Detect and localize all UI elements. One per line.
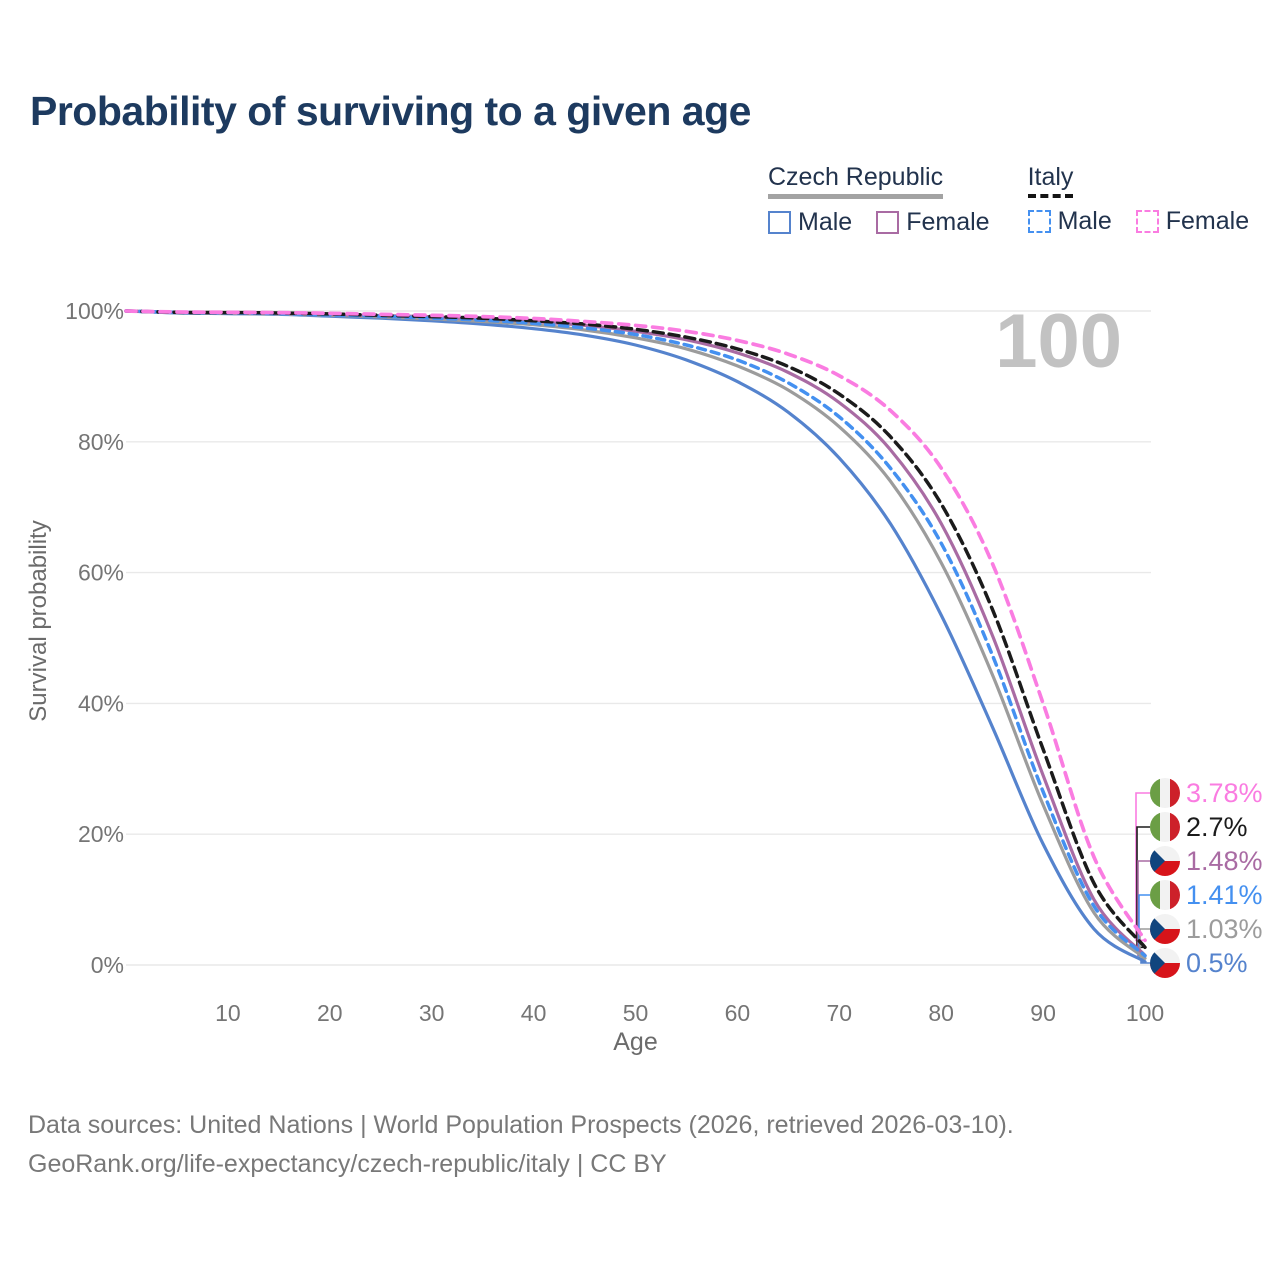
italy-flag-icon bbox=[1150, 778, 1180, 808]
x-tick-label: 40 bbox=[521, 1000, 547, 1026]
italy-flag-icon bbox=[1150, 812, 1180, 842]
legend-item-label: Male bbox=[1057, 207, 1112, 235]
y-tick-label: 80% bbox=[78, 429, 124, 455]
czech-flag-icon bbox=[1150, 914, 1180, 944]
y-tick-label: 60% bbox=[78, 560, 124, 586]
page-title: Probability of surviving to a given age bbox=[30, 88, 751, 134]
series-line-it-total[interactable] bbox=[124, 309, 1147, 950]
y-tick-label: 100% bbox=[65, 298, 124, 324]
end-label-it-male: 1.41% bbox=[1186, 880, 1263, 910]
data-sources-line2: GeoRank.org/life-expectancy/czech-republ… bbox=[28, 1150, 667, 1178]
czech-male-swatch-icon bbox=[768, 211, 791, 234]
legend-item-italy-female[interactable]: Female bbox=[1135, 207, 1250, 236]
x-tick-label: 100 bbox=[1126, 1000, 1164, 1026]
legend-item-czech-female[interactable]: Female bbox=[876, 208, 990, 237]
legend-item-label: Female bbox=[1165, 207, 1250, 235]
x-tick-label: 80 bbox=[928, 1000, 954, 1026]
x-tick-label: 60 bbox=[725, 1000, 751, 1026]
x-tick-label: 30 bbox=[419, 1000, 445, 1026]
legend-item-label: Female bbox=[906, 208, 990, 236]
legend: Czech Republic Male Female Italy Male Fe… bbox=[768, 163, 1249, 237]
italy-flag-icon bbox=[1150, 880, 1180, 910]
x-tick-label: 20 bbox=[317, 1000, 343, 1026]
legend-group-italy: Italy Male Female bbox=[1027, 163, 1250, 237]
end-label-cz-female: 1.48% bbox=[1186, 846, 1263, 876]
data-sources: Data sources: United Nations | World Pop… bbox=[28, 1106, 1014, 1184]
legend-item-czech-male[interactable]: Male bbox=[768, 208, 852, 237]
x-tick-label: 50 bbox=[623, 1000, 649, 1026]
y-tick-label: 0% bbox=[91, 952, 124, 978]
x-tick-label: 70 bbox=[827, 1000, 853, 1026]
y-tick-label: 40% bbox=[78, 690, 124, 716]
series-line-it-female[interactable] bbox=[124, 309, 1147, 943]
end-label-cz-total: 1.03% bbox=[1186, 914, 1263, 944]
legend-item-label: Male bbox=[798, 208, 853, 236]
legend-group-title-italy: Italy bbox=[1027, 163, 1074, 198]
age-watermark: 100 bbox=[995, 299, 1122, 384]
legend-item-italy-male[interactable]: Male bbox=[1027, 207, 1112, 236]
italy-male-swatch-icon bbox=[1027, 210, 1051, 233]
series-line-cz-female[interactable] bbox=[124, 309, 1147, 957]
legend-group-czech-republic: Czech Republic Male Female bbox=[768, 163, 990, 237]
y-tick-label: 20% bbox=[78, 821, 124, 847]
end-label-cz-male: 0.5% bbox=[1186, 948, 1248, 978]
data-sources-line1: Data sources: United Nations | World Pop… bbox=[28, 1111, 1014, 1139]
x-tick-label: 90 bbox=[1030, 1000, 1056, 1026]
czech-female-swatch-icon bbox=[876, 211, 900, 234]
y-axis-title: Survival probability bbox=[25, 520, 52, 721]
legend-group-title-czech-republic: Czech Republic bbox=[768, 163, 944, 199]
czech-flag-icon bbox=[1150, 948, 1180, 978]
end-label-connector bbox=[1136, 826, 1150, 949]
end-label-it-total: 2.7% bbox=[1186, 812, 1248, 842]
end-label-it-female: 3.78% bbox=[1186, 778, 1263, 808]
x-tick-label: 10 bbox=[215, 1000, 241, 1026]
x-axis-title: Age bbox=[613, 1028, 657, 1056]
italy-female-swatch-icon bbox=[1135, 210, 1159, 233]
czech-flag-icon bbox=[1150, 846, 1180, 876]
